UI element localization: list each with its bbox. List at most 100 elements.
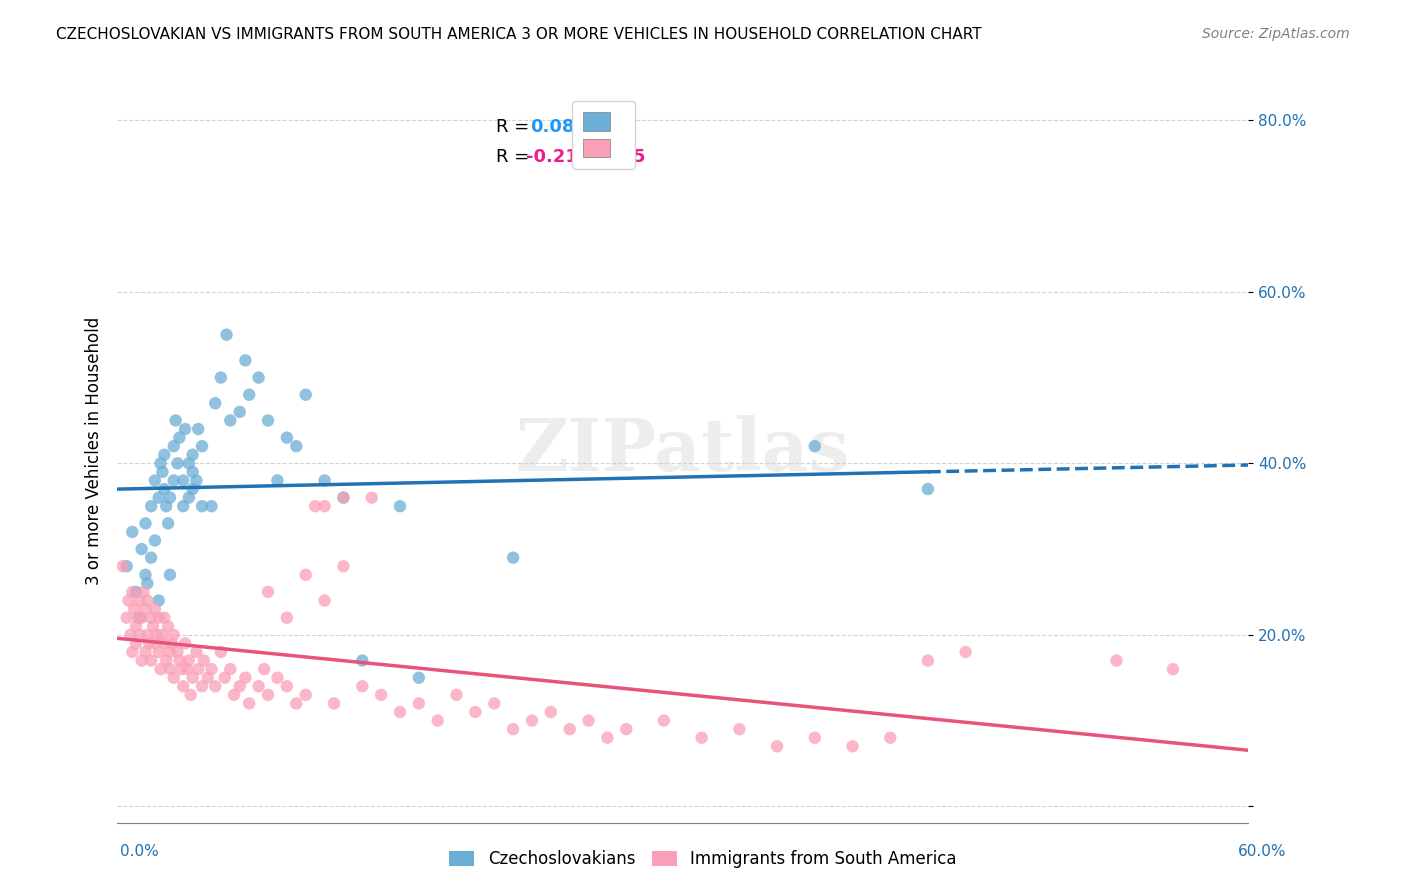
Point <box>215 327 238 342</box>
Text: 60.0%: 60.0% <box>1239 845 1286 859</box>
Point <box>125 636 148 650</box>
Point <box>294 688 316 702</box>
Point <box>177 654 200 668</box>
Text: ZIPatlas: ZIPatlas <box>516 415 849 486</box>
Point <box>181 671 204 685</box>
Point <box>121 645 143 659</box>
Point <box>148 645 170 659</box>
Point <box>766 739 789 754</box>
Point <box>578 714 600 728</box>
Point <box>143 533 166 548</box>
Point <box>266 474 288 488</box>
Text: 0.0%: 0.0% <box>120 845 159 859</box>
Point <box>165 413 187 427</box>
Point <box>153 448 176 462</box>
Point <box>177 456 200 470</box>
Point <box>136 593 159 607</box>
Point <box>163 439 186 453</box>
Point <box>170 662 193 676</box>
Point <box>229 679 252 693</box>
Point <box>181 465 204 479</box>
Point <box>121 585 143 599</box>
Point <box>841 739 863 754</box>
Point <box>159 645 181 659</box>
Point <box>148 491 170 505</box>
Point <box>332 559 354 574</box>
Point <box>352 654 374 668</box>
Point <box>314 593 336 607</box>
Point <box>166 645 188 659</box>
Point <box>804 439 827 453</box>
Point <box>257 413 280 427</box>
Point <box>304 499 326 513</box>
Point <box>804 731 827 745</box>
Point <box>142 619 165 633</box>
Point <box>229 405 252 419</box>
Text: R =: R = <box>496 148 536 166</box>
Point <box>614 722 637 736</box>
Point <box>181 448 204 462</box>
Point <box>122 602 145 616</box>
Point <box>204 679 226 693</box>
Point <box>209 370 232 384</box>
Point <box>558 722 581 736</box>
Point <box>191 439 214 453</box>
Point <box>222 688 245 702</box>
Point <box>191 679 214 693</box>
Point <box>294 567 316 582</box>
Point <box>152 628 174 642</box>
Point <box>484 697 506 711</box>
Point <box>186 645 208 659</box>
Text: R =: R = <box>496 119 536 136</box>
Point <box>152 465 174 479</box>
Point <box>180 688 202 702</box>
Point <box>209 645 232 659</box>
Point <box>155 654 177 668</box>
Point <box>131 542 153 557</box>
Point <box>204 396 226 410</box>
Text: 61: 61 <box>612 119 637 136</box>
Point <box>127 610 149 624</box>
Point <box>253 662 276 676</box>
Point <box>247 370 270 384</box>
Point <box>540 705 562 719</box>
Point <box>266 671 288 685</box>
Point <box>502 550 524 565</box>
Point <box>879 731 901 745</box>
Point <box>159 567 181 582</box>
Point <box>136 628 159 642</box>
Point <box>153 610 176 624</box>
Text: Source: ZipAtlas.com: Source: ZipAtlas.com <box>1202 27 1350 41</box>
Point <box>117 593 139 607</box>
Point <box>917 654 939 668</box>
Point <box>134 602 156 616</box>
Point <box>235 353 257 368</box>
Text: 105: 105 <box>609 148 647 166</box>
Point <box>285 439 308 453</box>
Text: 0.082: 0.082 <box>530 119 588 136</box>
Point <box>174 636 197 650</box>
Point <box>955 645 977 659</box>
Point <box>388 499 411 513</box>
Text: CZECHOSLOVAKIAN VS IMMIGRANTS FROM SOUTH AMERICA 3 OR MORE VEHICLES IN HOUSEHOLD: CZECHOSLOVAKIAN VS IMMIGRANTS FROM SOUTH… <box>56 27 981 42</box>
Point <box>446 688 468 702</box>
Point <box>115 610 138 624</box>
Point <box>323 697 346 711</box>
Point <box>186 474 208 488</box>
Point <box>285 697 308 711</box>
Point <box>214 671 236 685</box>
Point <box>143 636 166 650</box>
Legend: Czechoslovakians, Immigrants from South America: Czechoslovakians, Immigrants from South … <box>443 844 963 875</box>
Point <box>276 431 298 445</box>
Point <box>219 413 242 427</box>
Point <box>276 679 298 693</box>
Point <box>139 654 162 668</box>
Point <box>115 559 138 574</box>
Point <box>139 610 162 624</box>
Point <box>1105 654 1128 668</box>
Point <box>138 636 160 650</box>
Point <box>172 499 194 513</box>
Point <box>187 662 209 676</box>
Point <box>125 585 148 599</box>
Text: N =: N = <box>581 119 621 136</box>
